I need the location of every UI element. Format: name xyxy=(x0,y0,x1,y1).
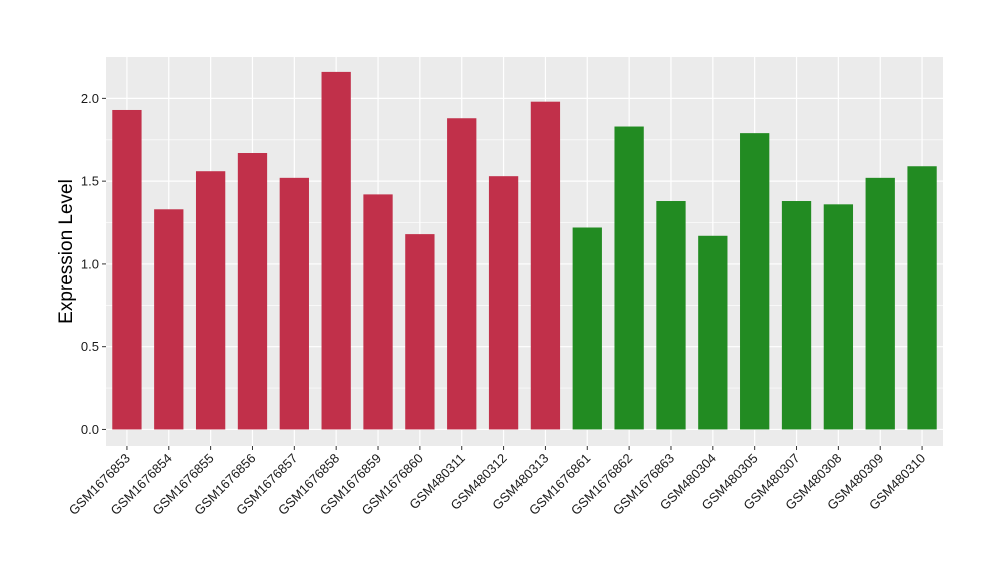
plot-panel xyxy=(106,57,943,446)
bar-GSM1676862 xyxy=(614,126,644,430)
y-tick-label: 1.0 xyxy=(81,256,99,271)
bar-GSM480311 xyxy=(447,118,477,430)
bar-GSM480313 xyxy=(530,101,561,430)
bar-GSM1676853 xyxy=(112,109,142,430)
bar-GSM480307 xyxy=(781,201,812,430)
y-tick-label: 1.5 xyxy=(81,174,99,189)
y-tick-label: 2.0 xyxy=(81,91,99,106)
bar-GSM1676857 xyxy=(279,177,309,430)
bar-GSM1676860 xyxy=(405,234,435,430)
bar-GSM1676855 xyxy=(195,171,226,430)
bar-GSM480309 xyxy=(865,177,895,430)
bar-GSM1676859 xyxy=(363,194,393,430)
bar-GSM1676858 xyxy=(321,71,351,430)
y-tick-label: 0.5 xyxy=(81,339,99,354)
bar-GSM1676863 xyxy=(656,201,686,430)
bar-GSM480304 xyxy=(698,235,728,430)
y-tick-label: 0.0 xyxy=(81,422,99,437)
bar-GSM480305 xyxy=(740,133,770,430)
bar-GSM480308 xyxy=(823,204,854,430)
bar-GSM1676856 xyxy=(237,153,268,430)
bar-GSM480310 xyxy=(907,166,937,430)
bars xyxy=(112,71,937,430)
y-axis: 0.0 0.5 1.0 1.5 2.0 xyxy=(81,91,106,437)
bar-GSM1676854 xyxy=(154,209,184,430)
x-axis: GSM1676853GSM1676854GSM1676855GSM1676856… xyxy=(66,446,928,518)
bar-GSM480312 xyxy=(488,176,519,430)
bar-GSM1676861 xyxy=(572,227,602,430)
y-axis-title: Expression Level xyxy=(56,179,77,324)
